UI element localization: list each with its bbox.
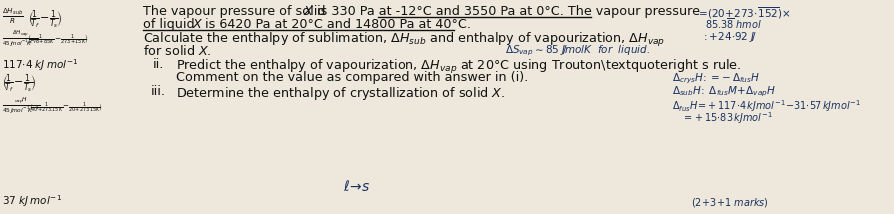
Text: $\left(\!\frac{1}{T_f}\!-\!\frac{1}{T_s}\!\right)$: $\left(\!\frac{1}{T_f}\!-\!\frac{1}{T_s}… — [2, 72, 37, 95]
Text: $\Delta S_{vap}\sim 85\;J\!/\!molK$  for  liquid.: $\Delta S_{vap}\sim 85\;J\!/\!molK$ for … — [504, 44, 650, 58]
Text: of liquid: of liquid — [143, 18, 198, 31]
Text: for solid $X$.: for solid $X$. — [143, 44, 212, 58]
Text: $37\;kJ\;mol^{-1}$: $37\;kJ\;mol^{-1}$ — [2, 194, 62, 210]
Text: $(2\!+\!3\!+\!1\;marks)$: $(2\!+\!3\!+\!1\;marks)$ — [690, 196, 768, 209]
Text: Predict the enthalpy of vapourization, $\Delta H_{vap}$ at 20°C using Trouton\te: Predict the enthalpy of vapourization, $… — [176, 58, 741, 76]
Text: $\ell\!\rightarrow\!s$: $\ell\!\rightarrow\!s$ — [342, 179, 370, 194]
Text: $117{\cdot}4\;kJ\;mol^{-1}$: $117{\cdot}4\;kJ\;mol^{-1}$ — [2, 57, 79, 73]
Text: $X$: $X$ — [191, 18, 203, 31]
Text: The vapour pressure of solid: The vapour pressure of solid — [143, 5, 329, 18]
Text: Comment on the value as compared with answer in (i).: Comment on the value as compared with an… — [176, 71, 528, 84]
Text: $\left(\!\frac{1}{40\!+\!273\!.\!15K}\!-\!\frac{1}{20\!+\!273\!.\!15K}\!\right)$: $\left(\!\frac{1}{40\!+\!273\!.\!15K}\!-… — [29, 101, 102, 115]
Text: $=\!(20\!+\!273\!\cdot\!\overline{152})\!\times$: $=\!(20\!+\!273\!\cdot\!\overline{152})\… — [695, 5, 790, 21]
Text: $\frac{\Delta H_{vap}}{45\,J\!mol^{-1}\!K^{-1}}$: $\frac{\Delta H_{vap}}{45\,J\!mol^{-1}\!… — [2, 28, 38, 48]
Text: $=\!+15{\cdot}83\,kJmol^{-1}$: $=\!+15{\cdot}83\,kJmol^{-1}$ — [681, 110, 772, 126]
Text: $\!\left(\!\frac{1}{T_f}\!-\!\frac{1}{T_s}\!\right)$: $\!\left(\!\frac{1}{T_f}\!-\!\frac{1}{T_… — [29, 8, 62, 31]
Text: $:\!+\!24{\cdot}92\;J\!/$: $:\!+\!24{\cdot}92\;J\!/$ — [700, 30, 756, 44]
Text: iii.: iii. — [150, 85, 165, 98]
Text: $85.3\overline{8}\;hmol$: $85.3\overline{8}\;hmol$ — [704, 16, 762, 31]
Text: $\Delta_{sub}H\!:\;\Delta_{fus}M\!+\!\Delta_{vap}H$: $\Delta_{sub}H\!:\;\Delta_{fus}M\!+\!\De… — [671, 85, 775, 99]
Text: Determine the enthalpy of crystallization of solid $X$.: Determine the enthalpy of crystallizatio… — [176, 85, 505, 102]
Text: $\Delta_{fus}H\!=\!+117{\cdot}4\,kJmol^{-1}\!-\!31{\cdot}57\,kJmol^{-1}$: $\Delta_{fus}H\!=\!+117{\cdot}4\,kJmol^{… — [671, 98, 860, 114]
Text: ii.: ii. — [152, 58, 164, 71]
Text: $\left(\!\frac{1}{273\!+\!85K}\!-\!\frac{1}{273\!+\!15K}\!\right)$: $\left(\!\frac{1}{273\!+\!85K}\!-\!\frac… — [27, 32, 88, 46]
Text: $\frac{_{vap}H}{45\,J\!mol^{-1}\!K^{-1}}$: $\frac{_{vap}H}{45\,J\!mol^{-1}\!K^{-1}}… — [2, 96, 40, 116]
Text: is 6420 Pa at 20°C and 14800 Pa at 40°C.: is 6420 Pa at 20°C and 14800 Pa at 40°C. — [201, 18, 470, 31]
Text: $\Delta_{crys}H\!:=\!-\Delta_{fus}H$: $\Delta_{crys}H\!:=\!-\Delta_{fus}H$ — [671, 72, 759, 86]
Text: is 330 Pa at -12°C and 3550 Pa at 0°C. The vapour pressure: is 330 Pa at -12°C and 3550 Pa at 0°C. T… — [312, 5, 699, 18]
Text: Calculate the enthalpy of sublimation, $\Delta H_{sub}$ and enthalpy of vapouriz: Calculate the enthalpy of sublimation, $… — [143, 31, 664, 49]
Text: $\frac{\Delta H_{sub}}{R}$: $\frac{\Delta H_{sub}}{R}$ — [2, 6, 23, 26]
Text: $X$: $X$ — [303, 5, 315, 18]
